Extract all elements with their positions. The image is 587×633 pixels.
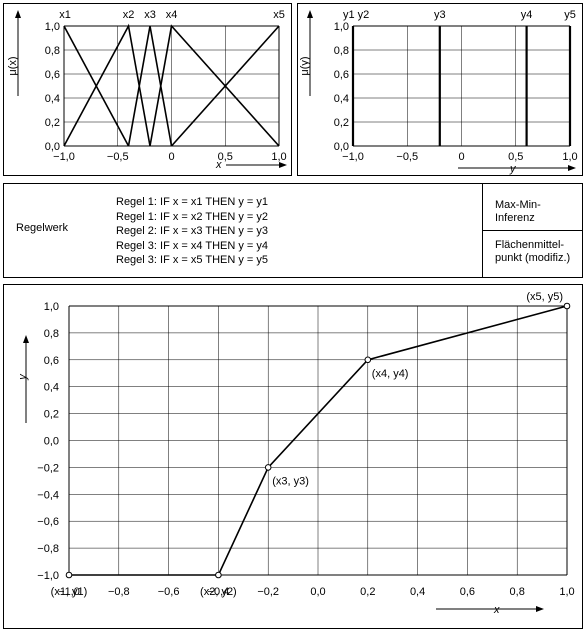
y-tick-label: 0,4	[45, 93, 60, 105]
fuzzy-set-label: x1	[59, 9, 71, 21]
y-tick-label: 0,4	[44, 382, 59, 394]
y-tick-label: −0,6	[37, 516, 59, 528]
fuzzy-set-label: x2	[123, 9, 135, 21]
y-tick-label: 0,0	[45, 141, 60, 153]
x-tick-label: 1,0	[562, 151, 577, 163]
y-tick-label: 1,0	[45, 21, 60, 33]
x-tick-label: 0,2	[360, 586, 375, 598]
x-tick-label: −0,5	[107, 151, 129, 163]
x-tick-label: 1,0	[559, 586, 574, 598]
x-tick-label: −1,0	[58, 586, 80, 598]
y-tick-label: 0,8	[44, 328, 59, 340]
rule-line: Regel 2: IF x = x3 THEN y = y3	[116, 225, 269, 237]
y-tick-label: 0,6	[45, 69, 60, 81]
y-tick-label: 0,2	[45, 117, 60, 129]
y-tick-label: 0,6	[334, 69, 349, 81]
point-label: (x3, y3)	[272, 475, 309, 487]
y-axis-label: y	[509, 163, 517, 175]
output-singleton-chart: −1,0 −0,5 0 0,5 1,0 0,0 0,2 0,4 0,6 0,8 1,0 y1 y2 y…	[299, 9, 578, 175]
point-label: (x4, y4)	[372, 368, 409, 380]
y-tick-label: −1,0	[37, 570, 59, 582]
x-tick-label: −0,2	[257, 586, 279, 598]
x-tick-label: −0,4	[208, 586, 230, 598]
x-axis-label: x	[215, 159, 222, 171]
x-tick-label: 0	[168, 151, 174, 163]
y-tick-label: −0,2	[37, 462, 59, 474]
input-membership-chart: −1,0 −0,5 0 0,5 1,0 0,0 0,2 0,4 0,6 0,8 1,0 x1 x2 x3…	[7, 9, 287, 171]
y-arrow-head	[23, 335, 29, 343]
input-membership-panel: −1,0 −0,5 0 0,5 1,0 0,0 0,2 0,4 0,6 0,8 1,0 x1 x2 x3…	[3, 3, 292, 176]
data-point	[264, 464, 272, 471]
x-tick-label: 0,0	[310, 586, 325, 598]
x-tick-label: −1,0	[342, 151, 364, 163]
singleton-label: y3	[434, 9, 446, 21]
x-arrow-head	[279, 162, 287, 168]
membership-function-x2	[63, 23, 151, 147]
rule-base-panel: Regelwerk Regel 1: IF x = x1 THEN y = y1…	[3, 183, 583, 278]
y-tick-label: −0,8	[37, 543, 59, 555]
y-out-arrow-head	[568, 165, 576, 171]
rule-line: Regel 3: IF x = x5 THEN y = y5	[116, 254, 269, 266]
x-tick-label: 1,0	[271, 151, 286, 163]
defuzzification-method: Flächenmittel- punkt (modifiz.)	[495, 239, 571, 264]
x-tick-label: 0,4	[410, 586, 425, 598]
transfer-curve-chart: −1,0 −1,0 −0,8 −0,8 −0,6 −0,6 −0,4 −0,4 −0,2 −0,2…	[17, 291, 575, 616]
singleton-label: y4	[521, 9, 533, 21]
y-tick-label: 0,8	[334, 45, 349, 57]
singleton-label: y5	[564, 9, 576, 21]
x-tick-label: 0,5	[218, 151, 233, 163]
output-singleton-panel: −1,0 −0,5 0 0,5 1,0 0,0 0,2 0,4 0,6 0,8 1,0 y1 y2 y…	[297, 3, 583, 176]
y-tick-label: 0,2	[334, 117, 349, 129]
rule-base-title: Regelwerk	[16, 222, 68, 234]
transfer-curve-panel: −1,0 −1,0 −0,8 −0,8 −0,6 −0,6 −0,4 −0,4 −0,2 −0,2…	[3, 284, 583, 629]
mu-y-label: μ(y)	[299, 56, 311, 75]
y-axis-label: y	[17, 373, 29, 381]
rule-line: Regel 1: IF x = x2 THEN y = y2	[116, 210, 269, 223]
membership-function-x3	[127, 25, 173, 147]
y-tick-label: 1,0	[334, 21, 349, 33]
x-tick-label: 0,6	[460, 586, 475, 598]
y-tick-label: 0,4	[334, 93, 349, 105]
membership-function-x5	[170, 25, 280, 147]
x-arrow-head	[536, 606, 544, 612]
y-tick-label: 1,0	[44, 301, 59, 313]
y-tick-label: −0,4	[37, 489, 59, 501]
y-tick-label: 0,0	[44, 436, 59, 448]
rule-list: Regel 1: IF x = x1 THEN y = y1 Regel 1: I…	[116, 195, 268, 268]
rule-line: Regel 3: IF x = x4 THEN y = y4	[116, 239, 269, 252]
data-point	[563, 302, 571, 310]
divider-horizontal	[482, 230, 582, 231]
data-point	[215, 571, 222, 579]
x-tick-label: 0,8	[510, 586, 525, 598]
x-tick-label: −0,6	[158, 586, 180, 598]
fuzzy-set-label: x4	[166, 9, 178, 21]
rule-line: Regel 1: IF x = x1 THEN y = y1	[116, 196, 269, 208]
x-tick-label: 0	[458, 151, 464, 163]
point-label: (x5, y5)	[526, 291, 563, 303]
y-tick-label: 0,0	[334, 141, 349, 153]
data-point	[364, 356, 372, 364]
y-arrow-head	[307, 10, 313, 18]
fuzzy-set-label: x5	[273, 9, 285, 21]
y-tick-label: 0,2	[44, 409, 59, 421]
point-label: (x1, y1)	[51, 586, 88, 598]
mu-x-label: μ(x)	[7, 56, 19, 75]
y-tick-label: 0,8	[45, 45, 60, 57]
x-tick-label: −0,8	[108, 586, 130, 598]
y-arrow-head	[15, 10, 21, 18]
y-tick-label: 0,6	[44, 355, 59, 367]
data-point	[65, 571, 73, 579]
x-tick-label: 0,5	[508, 151, 523, 163]
singleton-label: y1 y2	[343, 9, 369, 21]
x-tick-label: −0,5	[396, 151, 418, 163]
fuzzy-set-label: x3	[144, 9, 156, 21]
membership-function-x4	[149, 24, 280, 147]
x-tick-label: −1,0	[53, 151, 75, 163]
x-axis-label: x	[493, 604, 500, 616]
inference-method: Max-Min- Inferenz	[495, 199, 541, 224]
point-label: (x2, y2)	[200, 586, 237, 598]
